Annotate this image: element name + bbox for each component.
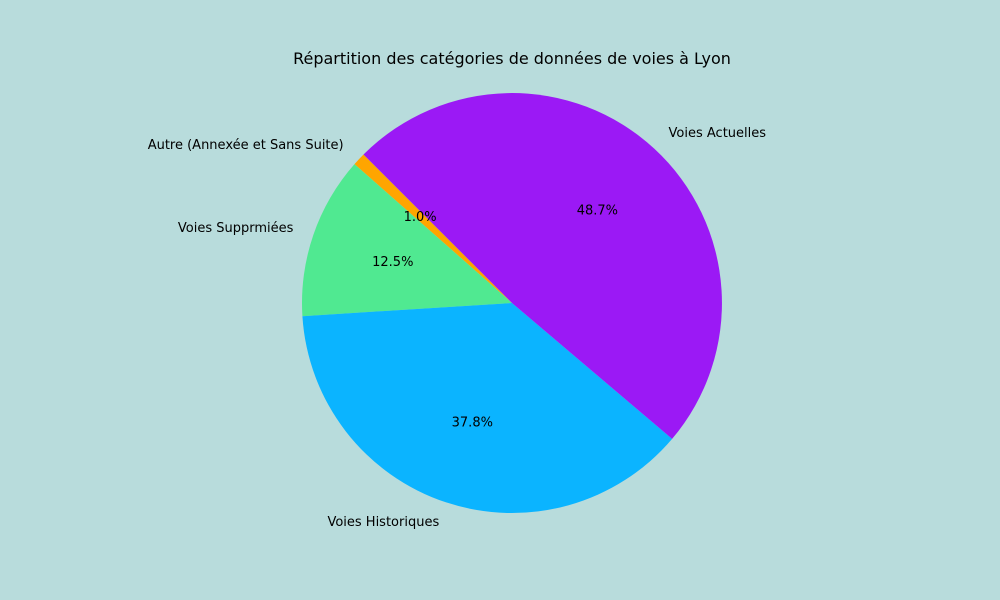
pie-slice-3: [363, 93, 722, 439]
slice-label-2: Voies Historiques: [327, 515, 439, 530]
slice-percent-label-2: 37.8%: [452, 416, 493, 431]
slice-percent-label-3: 48.7%: [577, 203, 618, 218]
slice-percent-label-0: 1.0%: [404, 210, 437, 225]
pie-labels: Autre (Annexée et Sans Suite) 1.0% Voies S…: [148, 126, 767, 530]
pie-slice-2: [302, 303, 673, 514]
slice-label-0: Autre (Annexée et Sans Suite): [148, 138, 344, 153]
pie-slice-1: [301, 164, 512, 317]
pie-slice-0: [354, 154, 512, 303]
slice-label-3: Voies Actuelles: [669, 126, 767, 141]
slice-percent-label-1: 12.5%: [372, 255, 413, 270]
chart-title: Répartition des catégories de données de…: [293, 49, 731, 68]
slice-label-1: Voies Supprmiées: [178, 221, 294, 236]
pie-slices: [301, 93, 722, 514]
